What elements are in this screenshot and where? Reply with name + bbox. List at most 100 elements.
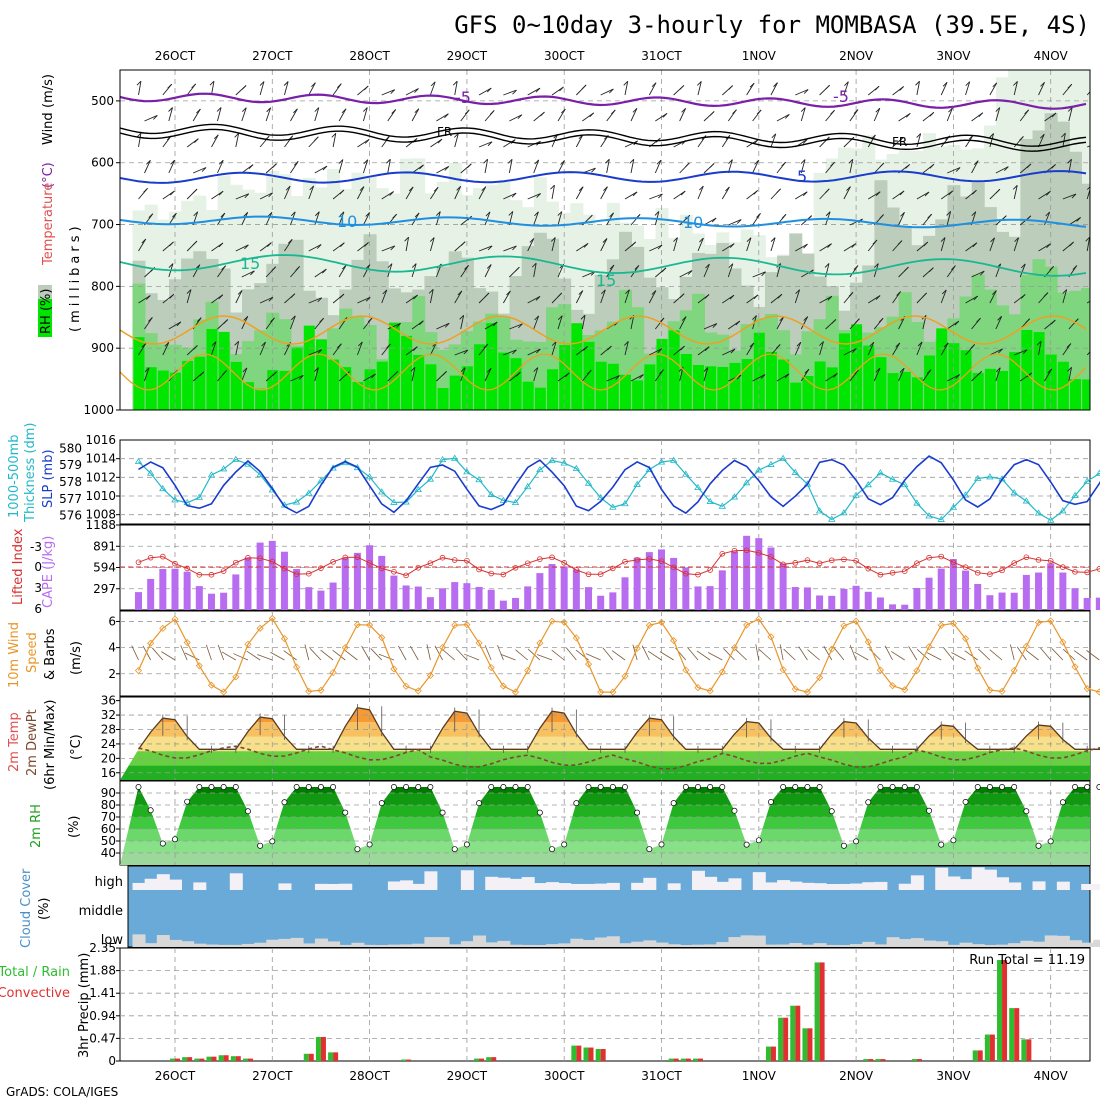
cape-bar bbox=[487, 589, 495, 610]
thickness-marker bbox=[706, 497, 714, 504]
wind10-barb bbox=[332, 649, 346, 661]
wind10-marker bbox=[293, 663, 301, 671]
cape-bar bbox=[913, 587, 921, 610]
thickness-marker bbox=[329, 464, 337, 471]
cloud-high-bar bbox=[850, 883, 864, 890]
wind10-marker bbox=[682, 666, 690, 674]
cape-bar bbox=[426, 597, 434, 610]
wind10-marker bbox=[828, 645, 836, 653]
cape-bar bbox=[390, 575, 398, 610]
lifted-index-marker bbox=[220, 568, 227, 574]
thickness-marker bbox=[913, 499, 921, 506]
cloud-low-bar bbox=[193, 943, 207, 947]
cloud-low-bar bbox=[132, 934, 146, 947]
cloud-low-bar bbox=[1069, 940, 1083, 947]
rh2m-marker bbox=[950, 837, 957, 844]
legend-wind-unit: (m/s) bbox=[41, 74, 56, 108]
lifted-index-marker bbox=[573, 567, 580, 573]
wind10-barb bbox=[602, 647, 614, 661]
thickness-marker bbox=[609, 503, 617, 510]
cloud-low-bar bbox=[339, 944, 353, 947]
lifted-index-marker bbox=[597, 571, 604, 577]
cloud-low-bar bbox=[412, 943, 426, 947]
lifted-index-marker bbox=[585, 571, 592, 578]
cloud-low-bar bbox=[144, 943, 158, 947]
thickness-markers bbox=[134, 454, 1100, 523]
cloud-low-bar bbox=[546, 944, 560, 947]
bottom-date-label: 3NOV bbox=[936, 1069, 971, 1083]
rh2m-marker bbox=[390, 784, 397, 790]
wind10-barb bbox=[833, 647, 845, 661]
lifted-index-marker bbox=[451, 557, 458, 563]
rh2m-marker bbox=[828, 808, 835, 815]
rh-band bbox=[120, 853, 1090, 865]
precip-title-conv: Convective bbox=[0, 986, 70, 1001]
bottom-date-label: 28OCT bbox=[349, 1069, 390, 1083]
cloud-high-bar bbox=[606, 882, 620, 890]
wind10-speed-series bbox=[137, 617, 1100, 693]
isotherm-label-15-b: 15 bbox=[596, 271, 616, 290]
wind10-barb bbox=[908, 646, 918, 661]
cloud-panel: high middle low Cloud Cover (%) bbox=[19, 865, 1100, 948]
thickness-marker bbox=[1022, 497, 1031, 504]
rh2m-marker bbox=[232, 784, 239, 790]
thickness-marker bbox=[195, 493, 204, 500]
cloud-high-bar bbox=[387, 881, 401, 890]
thickness-marker bbox=[584, 479, 593, 486]
chart-title: GFS 0~10day 3-hourly for MOMBASA (39.5E,… bbox=[454, 11, 1090, 39]
thickness-marker bbox=[219, 465, 228, 472]
rh2m-marker bbox=[622, 784, 628, 790]
wind10-marker bbox=[657, 618, 666, 626]
rh2m-marker bbox=[317, 784, 324, 790]
rh2m-marker bbox=[354, 846, 361, 853]
thickness-marker bbox=[852, 491, 860, 498]
wind10-barb bbox=[1025, 649, 1039, 661]
thickness-marker bbox=[621, 499, 629, 507]
precip-conv-bar bbox=[1002, 960, 1008, 1061]
cloud-high-bar bbox=[1093, 883, 1100, 890]
cape-bar bbox=[657, 549, 665, 610]
wind10-barb bbox=[854, 651, 869, 661]
wind10-barbs bbox=[131, 644, 1100, 661]
lifted-index-marker bbox=[427, 560, 434, 566]
precip-total-bar bbox=[401, 1059, 407, 1061]
wind10-barb bbox=[500, 653, 516, 661]
cloud-low-bar bbox=[789, 943, 803, 947]
axis-tick-label: 900 bbox=[91, 341, 114, 355]
wind10-marker bbox=[171, 615, 179, 623]
wind10-barb bbox=[455, 648, 468, 661]
wind10-marker bbox=[220, 688, 228, 696]
credit-text: GrADS: COLA/IGES bbox=[6, 1085, 118, 1099]
lifted-index-marker bbox=[537, 556, 543, 562]
cloud-low-bar bbox=[910, 938, 924, 947]
wind10-marker bbox=[1010, 666, 1018, 675]
cloud-high-bar bbox=[156, 874, 170, 890]
isotherm-20 bbox=[120, 315, 1087, 345]
cloud-high-bar bbox=[278, 883, 292, 890]
thickness-marker bbox=[815, 507, 824, 514]
wind10-marker bbox=[718, 668, 726, 676]
cloud-low-bar bbox=[996, 944, 1010, 947]
lifted-index-marker bbox=[257, 555, 263, 562]
wind10-marker bbox=[767, 633, 775, 641]
cloud-high-bar bbox=[546, 882, 560, 890]
precip-conv-bar bbox=[187, 1057, 193, 1061]
axis-tick-label: 891 bbox=[93, 539, 116, 553]
lifted-index-marker bbox=[512, 564, 519, 571]
wind10-marker bbox=[889, 682, 897, 690]
wind10-barb bbox=[426, 644, 431, 661]
axis-tick-label: 6 bbox=[34, 602, 42, 616]
thickness-marker bbox=[232, 455, 240, 462]
wind10-barb bbox=[884, 645, 893, 661]
wind10-barb bbox=[515, 649, 528, 661]
cape-bar bbox=[803, 587, 811, 610]
rh2m-marker bbox=[986, 784, 993, 790]
upper-gridlines bbox=[120, 70, 1090, 410]
cloud-low-bar bbox=[813, 943, 827, 947]
lifted-index-marker bbox=[354, 554, 361, 560]
cape-bar bbox=[767, 547, 775, 610]
wind10-marker bbox=[426, 671, 434, 679]
cape-bar bbox=[901, 604, 909, 610]
cloud-low-bar bbox=[1044, 935, 1058, 947]
